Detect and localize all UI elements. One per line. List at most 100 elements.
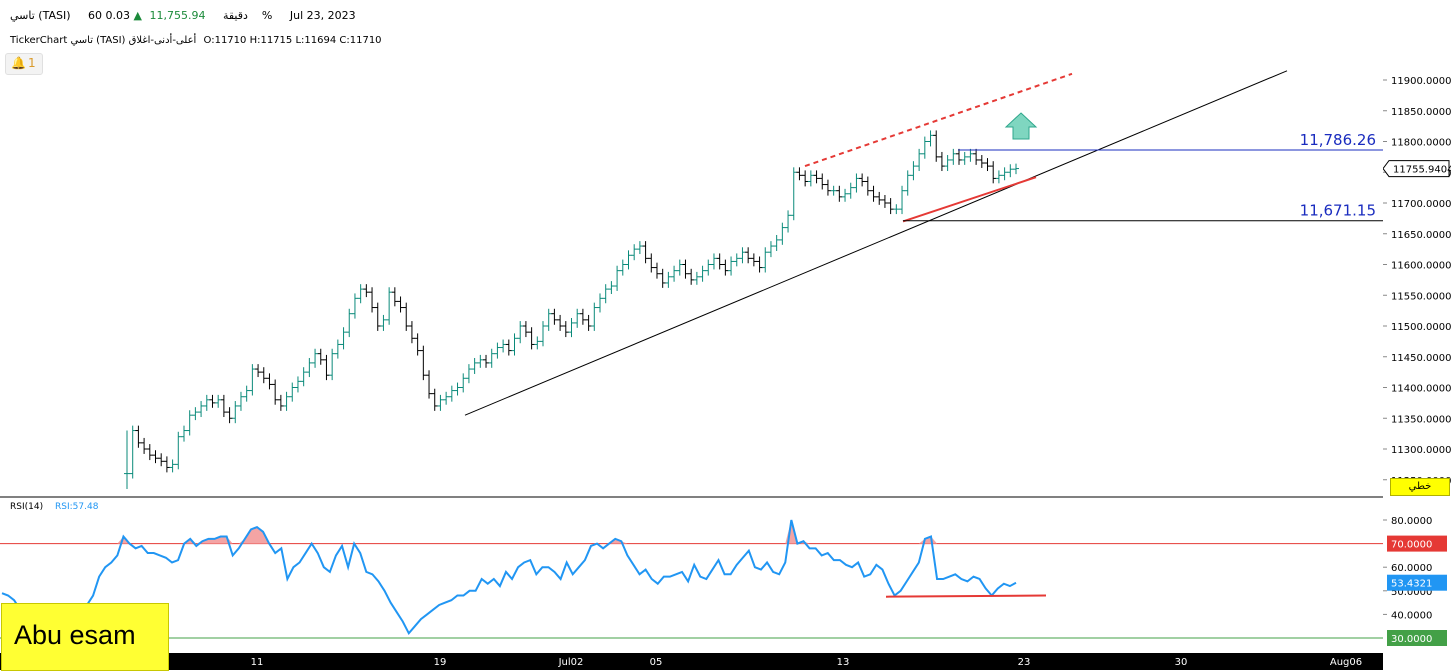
ohlc-bar [129,425,136,479]
ohlc-bar [488,348,495,368]
price-tick-label: 11350.0000 [1391,414,1451,425]
ohlc-bar [471,357,478,374]
ohlc-bar [961,151,968,165]
ohlc-bar [899,185,906,215]
ohlc-values: O:11710 H:11715 L:11694 C:11710 [203,35,382,46]
price-tick-label: 11650.0000 [1391,230,1451,241]
ohlc-bar [688,268,695,285]
rsi-tick-label: 40.0000 [1391,610,1432,621]
ohlc-bar [956,148,963,165]
time-tick-label: 19 [434,657,447,668]
ohlc-bar [426,370,433,399]
ohlc-bar [477,354,484,368]
ohlc-bar [420,345,427,381]
ohlc-bar [289,382,296,402]
price-tick-label: 11450.0000 [1391,353,1451,364]
ohlc-bar [802,170,809,187]
ohlc-bar [938,151,945,172]
ohlc-bar [511,333,518,356]
ohlc-bar [596,293,603,313]
ohlc-bar [785,210,792,233]
ohlc-bar [551,308,558,325]
ohlc-bar [648,253,655,273]
bell-icon: 🔔 [11,56,26,70]
rsi-panel[interactable]: RSI(14) RSI:57.48 [0,498,1383,653]
ohlc-bar [403,302,410,331]
ohlc-bar [762,247,769,273]
price-axis[interactable]: 11250.000011300.000011350.000011400.0000… [1383,0,1451,670]
ohlc-bar [431,388,438,411]
ohlc-bar [591,302,598,331]
price-tick-label: 11550.0000 [1391,291,1451,302]
author-watermark: Abu esam [1,603,169,671]
quote-date: Jul 23, 2023 [289,9,356,22]
ohlc-bar [232,401,239,424]
ohlc-bar [990,161,997,184]
price-chart[interactable]: 11,786.26 11,671.15 [0,0,1383,498]
ohlc-bar [448,385,455,402]
ohlc-bar [391,287,398,307]
price-tick-label: 11600.0000 [1391,261,1451,272]
ohlc-bar [665,271,672,288]
ohlc-bar [779,222,786,245]
ohlc-bar [659,268,666,288]
ohlc-bar [363,284,370,298]
alerts-button[interactable]: 🔔 1 [5,53,43,75]
ohlc-bar [722,259,729,276]
ohlc-bar [796,167,803,181]
change-up-icon: ▲ [133,9,142,22]
ohlc-bar [671,265,678,282]
ohlc-bar [454,382,461,396]
ohlc-bar [357,284,364,304]
price-tick-label: 11400.0000 [1391,384,1451,395]
ohlc-bar [408,321,415,344]
ohlc-bar [574,308,581,328]
ohlc-bar [272,379,279,405]
ohlc-bar [329,348,336,381]
ohlc-bar [767,241,774,258]
ohlc-bar [437,394,444,411]
ohlc-bar [995,170,1002,184]
ohlc-bar [260,367,267,384]
rsi-title: RSI(14) [10,502,43,512]
time-axis[interactable] [0,653,1383,670]
time-tick-label: 13 [837,657,850,668]
rsi-current-box [1387,574,1447,591]
ohlc-bar [483,354,490,368]
rsi-tick-label: 30.0000 [1391,634,1432,645]
ohlc-bar [237,391,244,411]
ohlc-bar [950,148,957,165]
ohlc-bar [460,373,467,393]
ohlc-bar [500,339,507,353]
rsi-tick-label: 60.0000 [1391,563,1432,574]
ohlc-bar [847,182,854,199]
ohlc-bar [306,357,313,378]
ohlc-bar [585,314,592,331]
time-tick-label: 30 [1175,657,1188,668]
ohlc-bar [169,459,176,473]
ohlc-bar [636,241,643,255]
interval-label[interactable]: 60 دقيقة [88,9,248,22]
ohlc-bar [540,321,547,347]
ohlc-bar [619,259,626,276]
rsi-value-label: RSI:57.48 [55,502,99,512]
up-arrow-icon [1004,112,1038,140]
price-tick-label: 11800.0000 [1391,138,1451,149]
ohlc-bar [522,321,529,338]
ohlc-bar [710,253,717,270]
source-label: TickerChart تاسي (TASI) أعلى-أدنى-اغلاق [10,35,197,46]
ohlc-bar [699,265,706,282]
ohlc-bar [317,348,324,365]
ohlc-bar [198,401,205,418]
ohlc-bar [773,234,780,251]
lower-support-line [902,176,1037,223]
rsi-current-label: 53.4321 [1391,579,1432,590]
ohlc-bar [642,241,649,264]
price-tick-label: 11850.0000 [1391,107,1451,118]
ohlc-bar [255,364,262,378]
time-tick-label: Jul02 [558,657,584,668]
ohlc-bar [323,354,330,381]
ohlc-bar [249,364,256,396]
symbol-label[interactable]: تاسي (TASI) [10,9,71,22]
chart-mode-button[interactable]: خطي [1390,478,1450,496]
